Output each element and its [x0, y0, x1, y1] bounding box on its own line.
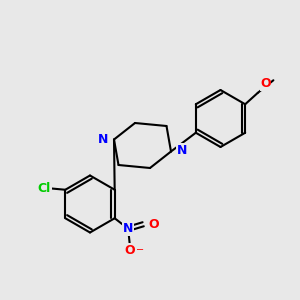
Text: −: − [136, 245, 144, 255]
Text: O: O [124, 244, 135, 257]
Text: N: N [177, 143, 188, 157]
Text: N: N [98, 133, 108, 146]
Text: O: O [148, 218, 159, 231]
Text: N: N [123, 222, 134, 235]
Text: Cl: Cl [38, 182, 51, 195]
Text: O: O [260, 77, 271, 91]
